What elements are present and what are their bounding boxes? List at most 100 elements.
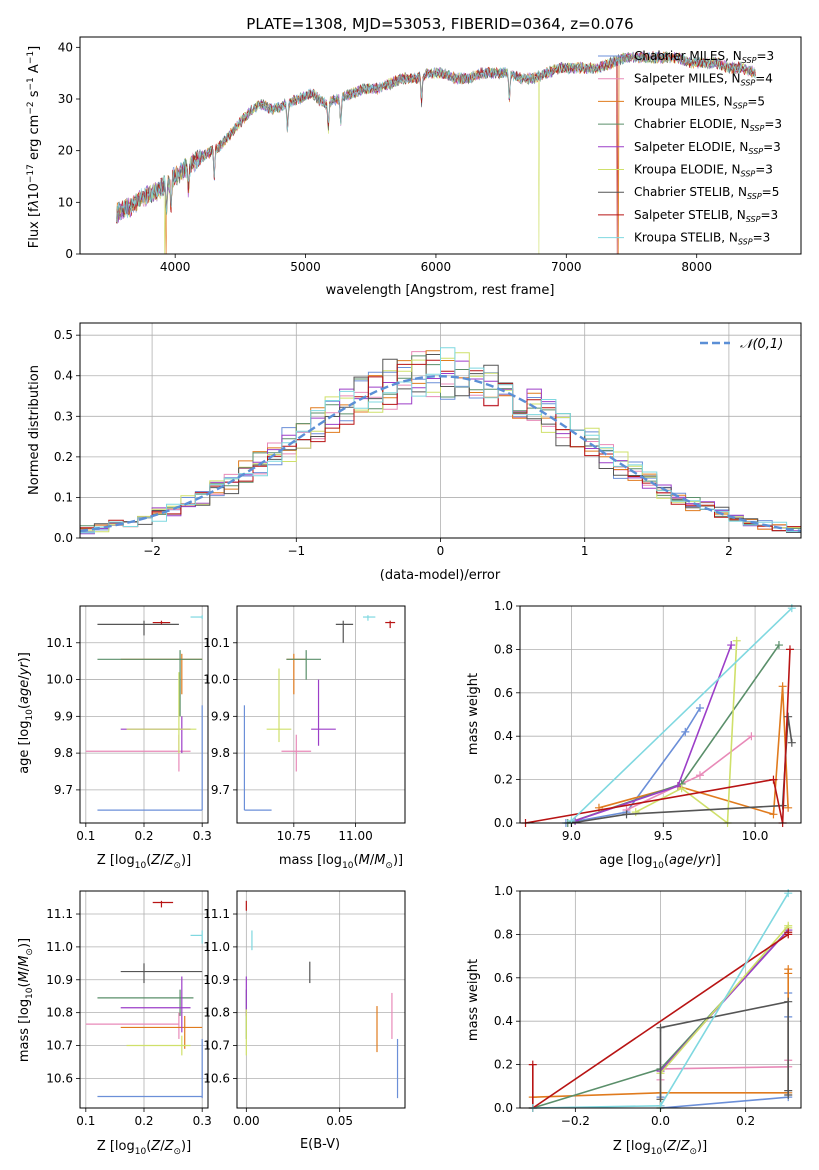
y-tick-label: 0.0: [494, 816, 513, 830]
weight-point-marker: [784, 803, 793, 812]
weight-point-marker: [695, 771, 704, 780]
y-tick-label: 11.1: [46, 907, 73, 921]
age_vs_Z-points: [85, 615, 203, 811]
x-tick-label: 10.0: [742, 829, 769, 843]
weight-point-marker: [747, 732, 756, 741]
mass_vs_ebv-grid: [237, 891, 405, 1108]
weight-point-marker: [778, 682, 787, 691]
y-tick-label: 9.7: [54, 783, 73, 797]
weight-age-xlabel: age [log10(age/yr)]: [599, 853, 721, 871]
legend-label: Chabrier STELIB, NSSP=5: [634, 185, 779, 201]
x-tick-label: 0.2: [134, 829, 153, 843]
spectrum-ylabel: Flux [fλ10−17 erg cm−2 s−1 A−1]: [26, 46, 42, 248]
y-tick-label: 0.5: [54, 328, 73, 342]
weight-series-line: [525, 649, 791, 824]
y-tick-label: 10: [58, 195, 73, 209]
weight-point-marker: [528, 1060, 537, 1069]
legend-label: Salpeter STELIB, NSSP=3: [634, 208, 778, 224]
weight-point-marker: [784, 1090, 793, 1099]
y-tick-label: 10.0: [203, 673, 230, 687]
weight-point-marker: [787, 738, 796, 747]
weight-z-ylabel: mass weight: [466, 959, 481, 1041]
x-tick-label: 0.1: [76, 1114, 95, 1128]
weight-vs-age-panel: 9.0 9.5 10.0 0.0 0.2 0.4 0.6 0.8 1.0 age [log10(…: [466, 599, 802, 871]
legend-label: Kroupa MILES, NSSP=5: [634, 94, 765, 110]
y-tick-label: 10.8: [203, 1006, 230, 1020]
y-tick-label: 1.0: [494, 884, 513, 898]
weight-point-marker: [769, 775, 778, 784]
y-tick-label: 11.0: [203, 940, 230, 954]
mass-ebv-xlabel: E(B-V): [300, 1137, 340, 1152]
legend-label: Kroupa ELODIE, NSSP=3: [634, 163, 773, 179]
legend-label: Salpeter ELODIE, NSSP=3: [634, 140, 781, 156]
y-tick-label: 20: [58, 144, 73, 158]
y-tick-label: 10.6: [46, 1071, 73, 1085]
x-tick-label: 4000: [160, 260, 191, 274]
weight-point-marker: [784, 712, 793, 721]
x-tick-label: 7000: [551, 260, 582, 274]
weight-point-marker: [784, 965, 793, 974]
y-tick-label: 0.2: [494, 773, 513, 787]
mass_weight_vs_age-series: [521, 604, 796, 827]
mass-z-ylabel: mass [log10(M/M⊙)]: [17, 938, 35, 1062]
y-tick-label: 0.0: [54, 531, 73, 545]
y-tick-label: 10.7: [203, 1039, 230, 1053]
mass_weight_vs_age-frame: [519, 605, 802, 824]
age_vs_mass-grid: [237, 606, 405, 823]
y-tick-label: 0.2: [54, 450, 73, 464]
x-tick-label: 9.5: [654, 829, 673, 843]
y-tick-label: 9.7: [211, 783, 230, 797]
weight-point-marker: [631, 808, 640, 817]
y-tick-label: 0.0: [494, 1101, 513, 1115]
spectrum-panel: PLATE=1308, MJD=53053, FIBERID=0364, z=0…: [26, 15, 802, 298]
spectrum-xlabel: wavelength [Angstrom, rest frame]: [326, 283, 555, 298]
age-vs-mass-panel: 10.75 11.00 9.7 9.8 9.9 10.0 10.1 mass [log10(…: [203, 605, 406, 871]
weight-z-xlabel: Z [log10(Z/Z⊙)]: [613, 1139, 707, 1157]
weight-point-marker: [695, 703, 704, 712]
x-tick-label: 0.00: [233, 1114, 260, 1128]
age_vs_mass-points: [243, 615, 396, 811]
y-tick-label: 9.8: [211, 746, 230, 760]
x-tick-label: 2: [725, 544, 733, 558]
mass-vs-ebv-panel: 0.00 0.05 10.6 10.7 10.8 10.9 11.0 11.1 E(B-V): [203, 890, 406, 1152]
legend-label: Kroupa STELIB, NSSP=3: [634, 231, 770, 247]
y-tick-label: 10.1: [46, 636, 73, 650]
normal-reference-curve: [80, 374, 801, 533]
legend-label: Chabrier MILES, NSSP=3: [634, 49, 774, 65]
y-tick-label: 30: [58, 92, 73, 106]
y-tick-label: 0.4: [494, 729, 513, 743]
y-tick-label: 0.8: [494, 927, 513, 941]
weight-vs-z-panel: −0.2 0.0 0.2 0.0 0.2 0.4 0.6 0.8 1.0 Z [log10(Z/…: [466, 884, 802, 1157]
hist-lines: [80, 347, 801, 538]
x-tick-label: −0.2: [561, 1114, 590, 1128]
x-tick-label: 8000: [681, 260, 712, 274]
y-tick-label: 11.1: [203, 907, 230, 921]
weight-point-marker: [785, 645, 794, 654]
y-tick-label: 9.9: [211, 709, 230, 723]
y-tick-label: 10.8: [46, 1006, 73, 1020]
age-z-xlabel: Z [log10(Z/Z⊙)]: [97, 853, 191, 871]
weight-point-marker: [677, 784, 686, 793]
y-tick-label: 1.0: [494, 599, 513, 613]
y-tick-label: 10.6: [203, 1071, 230, 1085]
mass_vs_ebv-frame: [236, 890, 406, 1109]
x-tick-label: 0: [437, 544, 445, 558]
y-tick-label: 10.9: [203, 973, 230, 987]
y-tick-label: 10.9: [46, 973, 73, 987]
y-tick-label: 0.4: [54, 369, 73, 383]
y-tick-label: 10.0: [46, 673, 73, 687]
weight-series-line: [626, 735, 752, 811]
spectrum-series-line: [116, 50, 756, 254]
weight-point-marker: [769, 810, 778, 819]
weight-point-marker: [727, 641, 736, 650]
y-tick-label: 0.2: [494, 1058, 513, 1072]
y-tick-label: 0.4: [494, 1014, 513, 1028]
spectrum-lines: [116, 50, 756, 254]
x-tick-label: 0.05: [326, 1114, 353, 1128]
weight-point-marker: [622, 810, 631, 819]
spectrum-frame: [79, 36, 802, 255]
legend-label: 𝒩(0,1): [740, 337, 783, 352]
mass_vs_ebv-points: [245, 900, 399, 1099]
x-tick-label: 10.75: [277, 829, 311, 843]
weight-point-marker: [732, 636, 741, 645]
